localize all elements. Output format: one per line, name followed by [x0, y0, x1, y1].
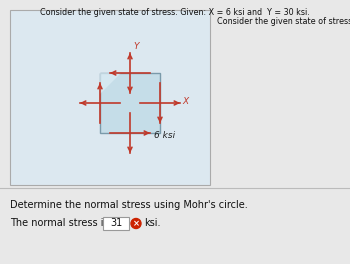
- Bar: [100, 73, 160, 133]
- Text: Consider the given state of stress. Given: X = 6 ksi and  Y = 30 ksi.: Consider the given state of stress. Give…: [40, 8, 310, 17]
- Text: ksi.: ksi.: [144, 218, 161, 228]
- Circle shape: [131, 219, 141, 229]
- Text: The normal stress is: The normal stress is: [10, 218, 108, 228]
- Text: 31: 31: [110, 219, 122, 229]
- Text: Y: Y: [133, 42, 139, 51]
- Bar: [10, 10, 210, 185]
- Text: Determine the normal stress using Mohr's circle.: Determine the normal stress using Mohr's…: [10, 200, 248, 210]
- Text: X: X: [182, 97, 188, 106]
- Text: 6 ksi: 6 ksi: [154, 131, 175, 140]
- Text: ×: ×: [133, 219, 140, 228]
- Bar: [103, 217, 129, 230]
- Polygon shape: [100, 73, 121, 94]
- Text: Consider the given state of stress. Given: X = 6 ksi and  Y = 30 ksi.: Consider the given state of stress. Give…: [217, 17, 350, 26]
